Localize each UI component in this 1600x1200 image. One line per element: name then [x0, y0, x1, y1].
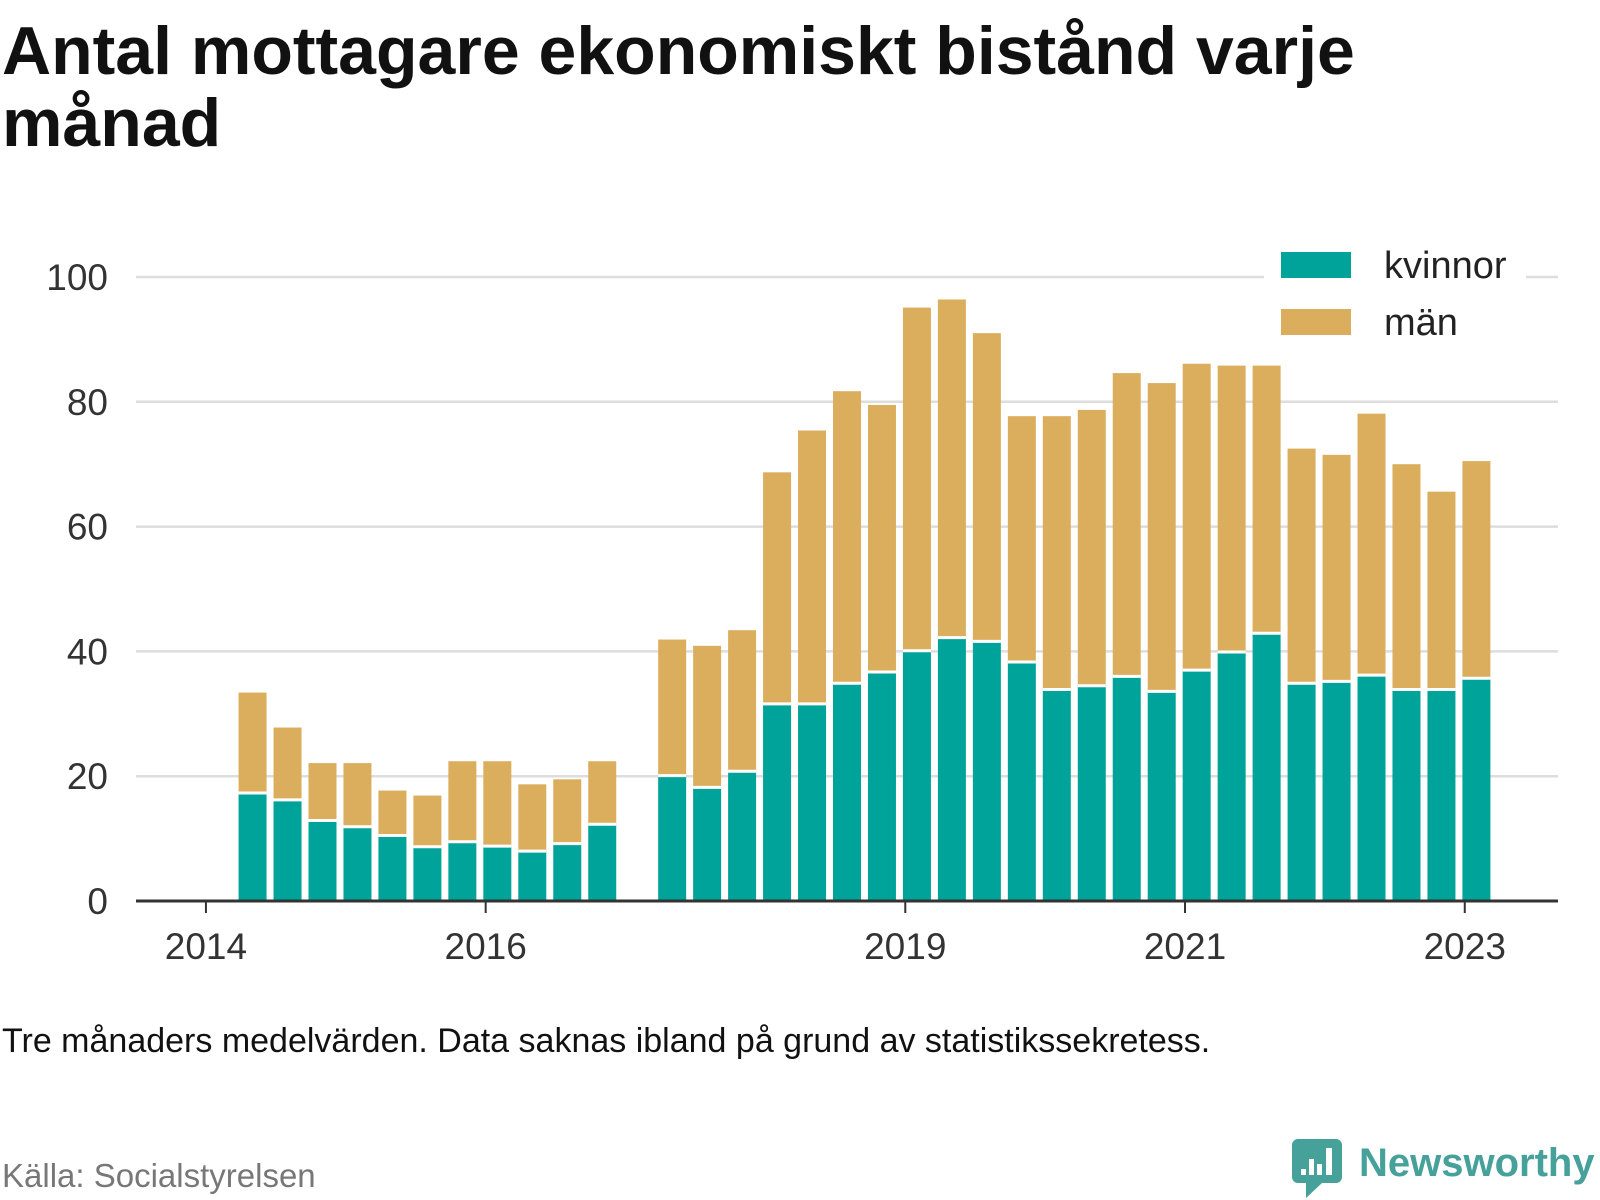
bar-kvinnor [518, 851, 547, 901]
bar-man [343, 763, 372, 827]
legend-swatch-kvinnor [1281, 252, 1351, 278]
bar-kvinnor [1427, 689, 1456, 901]
bar-kvinnor [1112, 676, 1141, 901]
y-tick-label: 40 [67, 631, 108, 672]
bar-man [1252, 365, 1281, 634]
bar-man [1287, 448, 1316, 684]
y-tick-label: 60 [67, 507, 108, 548]
bar-man [588, 761, 617, 825]
bar-man [238, 692, 267, 794]
bar-kvinnor [1077, 685, 1106, 901]
legend-swatch-man [1281, 309, 1351, 335]
x-tick-label: 2014 [165, 926, 247, 967]
bar-man [1007, 416, 1036, 663]
bar-man [902, 307, 931, 651]
bar-man [448, 761, 477, 842]
bar-kvinnor [483, 846, 512, 901]
bar-kvinnor [553, 843, 582, 901]
bar-man [518, 784, 547, 852]
y-tick-label: 100 [46, 257, 108, 298]
bar-kvinnor [902, 650, 931, 901]
bar-kvinnor [937, 637, 966, 901]
x-tick-label: 2016 [445, 926, 527, 967]
y-tick-label: 80 [67, 382, 108, 423]
legend-label-man: män [1384, 302, 1458, 344]
bar-kvinnor [413, 846, 442, 901]
bar-kvinnor [693, 787, 722, 901]
bar-kvinnor [588, 824, 617, 901]
bar-man [1112, 373, 1141, 677]
x-tick-label: 2019 [864, 926, 946, 967]
bar-kvinnor [1287, 683, 1316, 901]
bar-man [1217, 365, 1246, 653]
bar-man [1427, 491, 1456, 690]
bar-man [553, 779, 582, 844]
legend: kvinnor män [1264, 236, 1526, 346]
x-tick-label: 2021 [1144, 926, 1226, 967]
bar-kvinnor [1217, 652, 1246, 901]
bar-kvinnor [1147, 691, 1176, 901]
bar-kvinnor [343, 826, 372, 901]
bar-kvinnor [1462, 678, 1491, 901]
bar-man [1182, 363, 1211, 671]
bar-kvinnor [238, 793, 267, 901]
logo-icon-bar [1317, 1164, 1322, 1175]
bar-man [413, 795, 442, 847]
bar-man [1357, 413, 1386, 676]
chart-source: Källa: Socialstyrelsen [2, 1157, 316, 1194]
bar-man [1077, 409, 1106, 686]
bars [238, 299, 1491, 901]
bar-kvinnor [1357, 675, 1386, 901]
bar-man [867, 404, 896, 672]
bar-man [658, 639, 687, 776]
brand-name: Newsworthy [1359, 1141, 1595, 1185]
bar-man [833, 391, 861, 684]
bar-man [378, 790, 407, 836]
bar-kvinnor [1042, 689, 1071, 901]
bar-kvinnor [658, 775, 687, 901]
bar-kvinnor [798, 703, 827, 901]
bar-man [308, 763, 337, 821]
bar-kvinnor [448, 841, 477, 901]
x-tick-label: 2023 [1424, 926, 1506, 967]
logo-icon-bar [1326, 1148, 1332, 1175]
bar-kvinnor [1252, 633, 1281, 901]
y-tick-label: 20 [67, 756, 108, 797]
chart-title: Antal mottagare ekonomiskt bistånd varje… [2, 13, 1355, 161]
bar-kvinnor [1182, 670, 1211, 901]
bar-man [1042, 416, 1071, 690]
chart: 0 20 40 60 80 100 2014 2016 2019 2021 2023 kvinnor… [46, 236, 1558, 967]
bar-chart-speech-bubble-icon [1292, 1139, 1342, 1198]
bar-man [1147, 383, 1176, 692]
bar-kvinnor [728, 771, 757, 901]
y-tick-label: 0 [87, 881, 108, 922]
logo-icon-bar [1309, 1159, 1314, 1175]
axes: 0 20 40 60 80 100 2014 2016 2019 2021 2023 [46, 257, 1558, 967]
bar-kvinnor [972, 641, 1001, 901]
legend-label-kvinnor: kvinnor [1384, 245, 1507, 287]
bar-man [1322, 454, 1351, 682]
bar-man [728, 630, 757, 772]
bar-kvinnor [763, 703, 792, 901]
bar-man [693, 645, 722, 788]
bar-kvinnor [1322, 681, 1351, 901]
bar-man [798, 430, 827, 704]
bar-man [972, 333, 1001, 642]
bar-kvinnor [378, 835, 407, 901]
bar-man [1392, 464, 1421, 690]
bar-man [273, 727, 302, 800]
chart-note: Tre månaders medelvärden. Data saknas ib… [2, 1022, 1211, 1060]
bar-kvinnor [308, 820, 337, 901]
bar-man [1462, 461, 1491, 679]
logo-icon-bar [1301, 1169, 1306, 1175]
bar-kvinnor [1392, 689, 1421, 901]
bar-man [937, 299, 966, 638]
bar-man [483, 761, 512, 847]
bar-kvinnor [273, 799, 302, 901]
bar-man [763, 472, 792, 704]
bar-kvinnor [1007, 662, 1036, 901]
bar-kvinnor [867, 671, 896, 901]
bar-kvinnor [833, 683, 861, 901]
